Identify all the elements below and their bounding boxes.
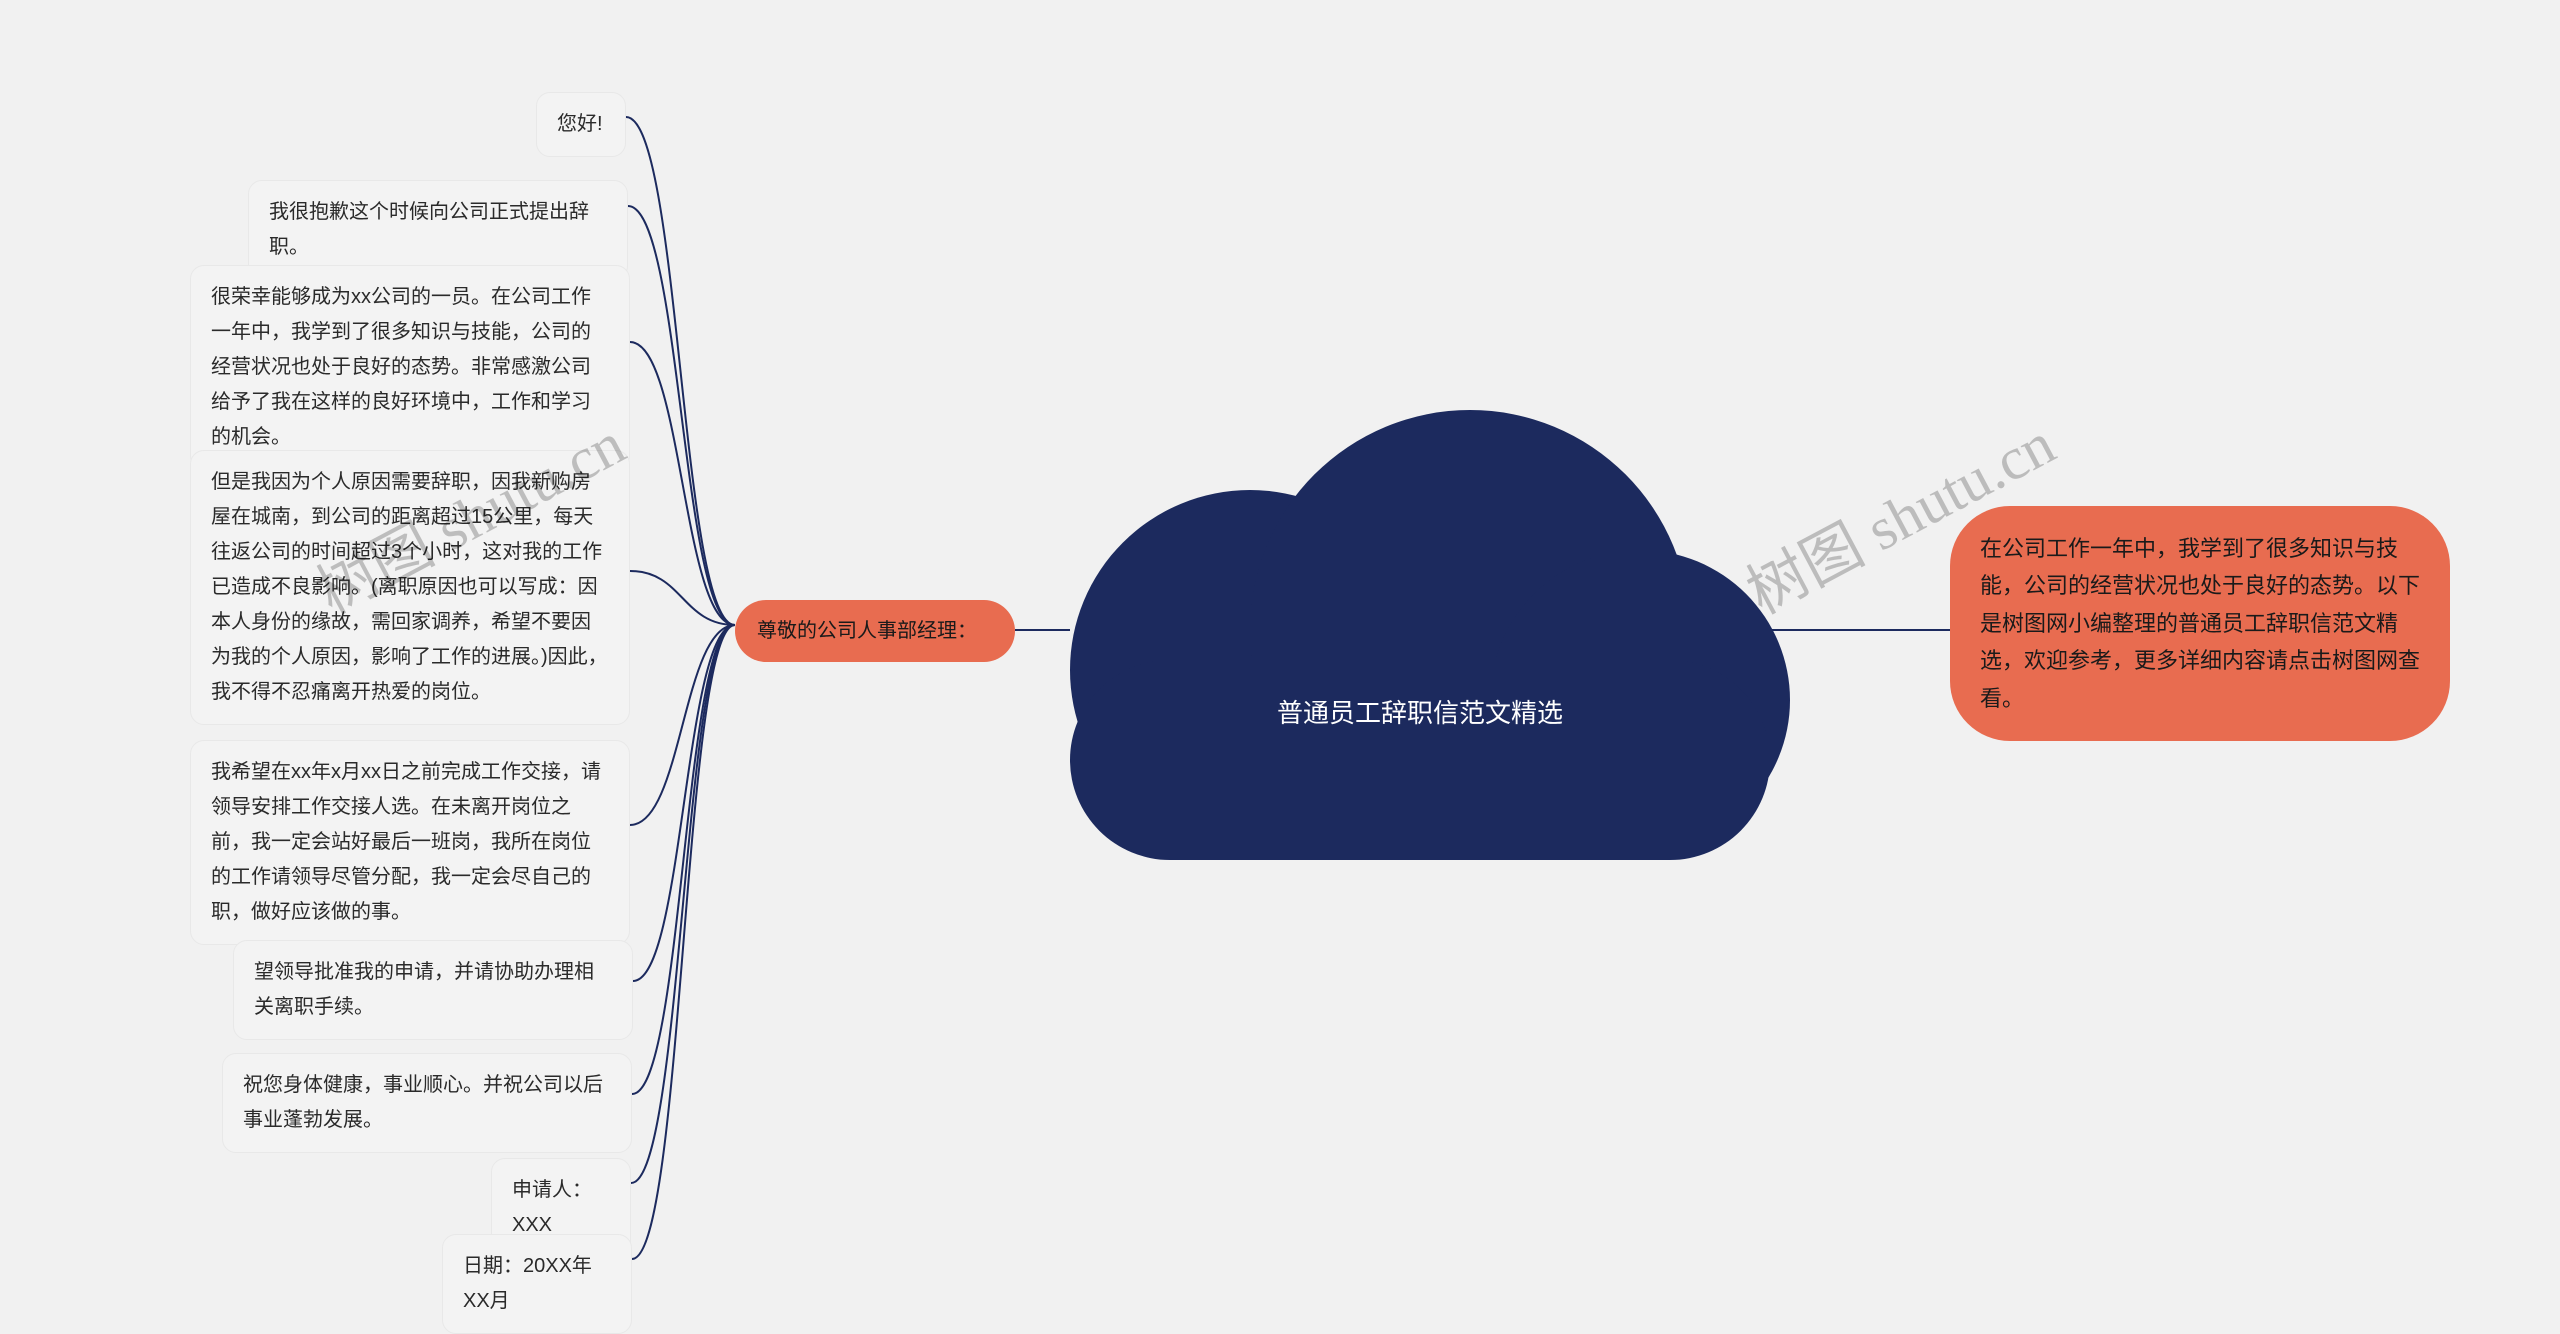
left-parent-text: 尊敬的公司人事部经理：	[757, 620, 977, 642]
leaf-node[interactable]: 很荣幸能够成为xx公司的一员。在公司工作一年中，我学到了很多知识与技能，公司的经…	[190, 265, 630, 470]
leaf-node[interactable]: 日期：20XX年XX月	[442, 1234, 632, 1334]
leaf-node[interactable]: 我希望在xx年x月xx日之前完成工作交接，请领导安排工作交接人选。在未离开岗位之…	[190, 740, 630, 945]
leaf-node[interactable]: 您好!	[536, 92, 626, 157]
center-title: 普通员工辞职信范文精选	[1070, 693, 1770, 730]
leaf-text: 您好!	[557, 113, 603, 135]
leaf-text: 很荣幸能够成为xx公司的一员。在公司工作一年中，我学到了很多知识与技能，公司的经…	[211, 286, 591, 448]
right-branch-text: 在公司工作一年中，我学到了很多知识与技能，公司的经营状况也处于良好的态势。以下是…	[1980, 536, 2420, 711]
mindmap-canvas: 普通员工辞职信范文精选 在公司工作一年中，我学到了很多知识与技能，公司的经营状况…	[0, 0, 2560, 1311]
leaf-text: 望领导批准我的申请，并请协助办理相关离职手续。	[254, 961, 594, 1018]
leaf-text: 但是我因为个人原因需要辞职，因我新购房屋在城南，到公司的距离超过15公里，每天往…	[211, 471, 608, 703]
leaf-text: 日期：20XX年XX月	[463, 1255, 592, 1312]
leaf-text: 我很抱歉这个时候向公司正式提出辞职。	[269, 201, 589, 258]
leaf-text: 祝您身体健康，事业顺心。并祝公司以后事业蓬勃发展。	[243, 1074, 603, 1131]
leaf-node[interactable]: 望领导批准我的申请，并请协助办理相关离职手续。	[233, 940, 633, 1040]
leaf-node[interactable]: 祝您身体健康，事业顺心。并祝公司以后事业蓬勃发展。	[222, 1053, 632, 1153]
leaf-node[interactable]: 但是我因为个人原因需要辞职，因我新购房屋在城南，到公司的距离超过15公里，每天往…	[190, 450, 630, 725]
leaf-text: 我希望在xx年x月xx日之前完成工作交接，请领导安排工作交接人选。在未离开岗位之…	[211, 761, 601, 923]
right-branch-node[interactable]: 在公司工作一年中，我学到了很多知识与技能，公司的经营状况也处于良好的态势。以下是…	[1950, 506, 2450, 741]
leaf-text: 申请人：XXX	[512, 1179, 592, 1236]
left-parent-node[interactable]: 尊敬的公司人事部经理：	[735, 600, 1015, 662]
center-node[interactable]: 普通员工辞职信范文精选	[1070, 410, 1770, 850]
cloud-base	[1070, 660, 1770, 860]
